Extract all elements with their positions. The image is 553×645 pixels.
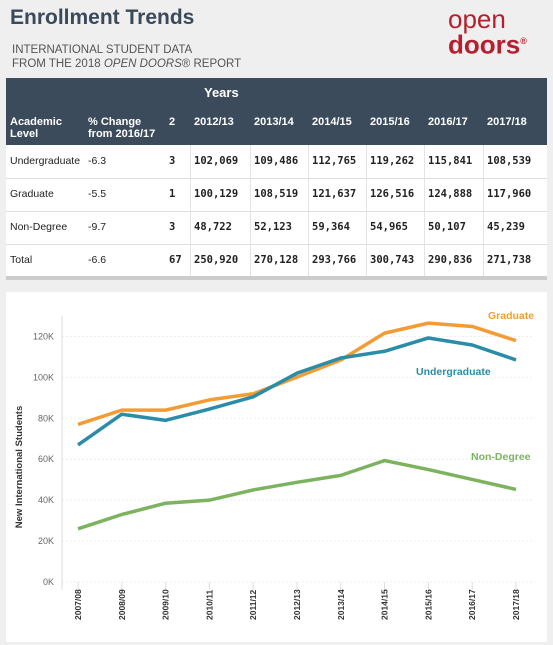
- column-header: 2014/15: [312, 116, 352, 128]
- table-cell: 102,069: [194, 155, 239, 167]
- x-tick-label: 2016/17: [467, 589, 477, 620]
- table-cell: -9.7: [88, 221, 107, 233]
- x-tick-label: 2008/09: [117, 589, 127, 620]
- series-label: Non-Degree: [471, 451, 531, 463]
- table-cell: 1: [169, 188, 176, 200]
- table-cell: 67: [169, 254, 182, 266]
- column-divider: [250, 145, 251, 276]
- table-cell: 3: [169, 155, 176, 167]
- table-cell: -6.3: [88, 155, 107, 167]
- logo-open: open: [448, 4, 506, 34]
- table-cell: 124,888: [428, 188, 473, 200]
- table: Years Academic Level % Change from 2016/17…: [6, 78, 547, 276]
- logo-reg: ®: [520, 36, 527, 46]
- subtitle-italic: OPEN DOORS: [103, 58, 182, 70]
- table-cell: 117,960: [487, 188, 532, 200]
- table-cell: 50,107: [428, 221, 466, 233]
- table-cell: 108,539: [487, 155, 532, 167]
- table-cell: 54,965: [370, 221, 408, 233]
- table-cell: 52,123: [254, 221, 292, 233]
- column-header: 2017/18: [487, 116, 527, 128]
- table-cell: 45,239: [487, 221, 525, 233]
- scrollbar: [6, 276, 547, 280]
- x-tick-label: 2017/18: [511, 589, 521, 620]
- logo-doors: doors®: [448, 30, 527, 58]
- table-cell: 121,637: [312, 188, 357, 200]
- table-cell: Non-Degree: [10, 221, 68, 233]
- logo: open doors®: [448, 4, 527, 58]
- table-cell: 108,519: [254, 188, 299, 200]
- chart: New International Students 0K 20K 40K 60K 80…: [6, 292, 547, 642]
- column-header: 2012/13: [194, 116, 234, 128]
- row-divider: [6, 244, 547, 245]
- table-cell: 293,766: [312, 254, 357, 266]
- column-header: 2013/14: [254, 116, 294, 128]
- table-cell: -5.5: [88, 188, 107, 200]
- table-cell: 109,486: [254, 155, 299, 167]
- subtitle-text: ® REPORT: [181, 58, 242, 70]
- y-tick-label: 60K: [38, 454, 54, 464]
- x-tick-label: 2011/12: [248, 589, 258, 620]
- table-cell: 290,836: [428, 254, 473, 266]
- subtitle: INTERNATIONAL STUDENT DATA: [12, 44, 193, 56]
- y-tick-label: 40K: [38, 495, 54, 505]
- table-cell: 59,364: [312, 221, 350, 233]
- column-header: % Change from 2016/17: [88, 116, 156, 140]
- column-header: 2: [169, 116, 176, 128]
- table-cell: -6.6: [88, 254, 107, 266]
- series-label: Graduate: [488, 310, 534, 322]
- y-tick-label: 100K: [33, 372, 54, 382]
- y-tick-label: 20K: [38, 536, 54, 546]
- subtitle-text: FROM THE 2018: [12, 58, 104, 70]
- years-label: Years: [204, 85, 239, 100]
- column-divider: [424, 145, 425, 276]
- row-divider: [6, 178, 547, 179]
- y-tick-label: 120K: [33, 331, 54, 341]
- table-cell: 100,129: [194, 188, 239, 200]
- table-cell: 3: [169, 221, 176, 233]
- table-cell: Graduate: [10, 188, 54, 200]
- table-cell: Total: [10, 254, 33, 266]
- title: Enrollment Trends: [10, 6, 195, 29]
- series-line: [76, 336, 517, 447]
- logo-doors-text: doors: [448, 29, 521, 60]
- table-cell: 126,516: [370, 188, 415, 200]
- x-tick-label: 2007/08: [73, 589, 83, 620]
- y-axis-title: New International Students: [14, 406, 25, 528]
- x-tick-label: 2015/16: [423, 589, 433, 620]
- table-cell: 112,765: [312, 155, 357, 167]
- column-divider: [190, 145, 191, 276]
- column-header: 2015/16: [370, 116, 410, 128]
- series-line: [77, 321, 517, 427]
- x-tick-label: 2014/15: [380, 589, 390, 620]
- table-cell: 115,841: [428, 155, 473, 167]
- subtitle: FROM THE 2018 OPEN DOORS® REPORT: [12, 58, 241, 70]
- x-tick-label: 2010/11: [204, 589, 214, 620]
- x-tick-label: 2009/10: [161, 589, 171, 620]
- table-cell: 250,920: [194, 254, 239, 266]
- y-tick-label: 80K: [38, 413, 54, 423]
- column-divider: [366, 145, 367, 276]
- y-tick-label: 0K: [43, 577, 54, 587]
- table-header: [6, 78, 547, 145]
- table-cell: 270,128: [254, 254, 299, 266]
- series-label: Undergraduate: [416, 366, 491, 378]
- column-divider: [308, 145, 309, 276]
- row-divider: [6, 211, 547, 212]
- column-header: Academic Level: [10, 116, 62, 140]
- series-line: [77, 458, 517, 531]
- table-cell: 48,722: [194, 221, 232, 233]
- table-cell: 271,738: [487, 254, 532, 266]
- x-tick-label: 2013/14: [336, 589, 346, 620]
- table-cell: 300,743: [370, 254, 415, 266]
- column-header: 2016/17: [428, 116, 468, 128]
- table-cell: 119,262: [370, 155, 415, 167]
- column-divider: [483, 145, 484, 276]
- table-cell: Undergraduate: [10, 155, 81, 167]
- x-tick-label: 2012/13: [292, 589, 302, 620]
